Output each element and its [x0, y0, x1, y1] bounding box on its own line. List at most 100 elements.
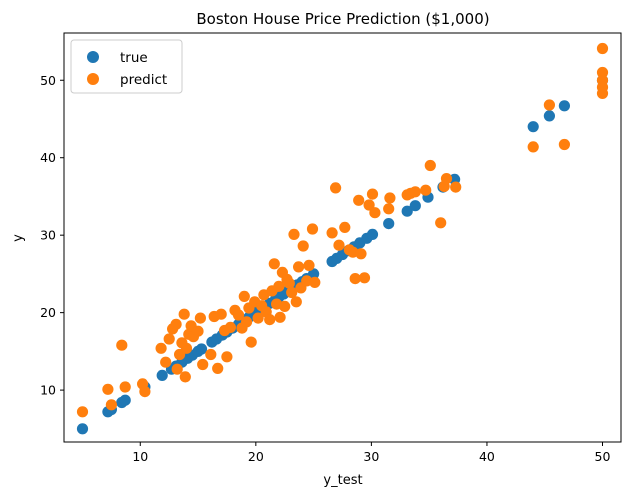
point-predict	[527, 141, 539, 153]
point-predict	[252, 312, 264, 324]
point-true	[76, 423, 89, 435]
point-predict	[139, 386, 151, 398]
point-predict	[273, 280, 285, 292]
point-predict	[238, 290, 250, 302]
point-true	[308, 268, 320, 280]
point-true	[558, 100, 571, 112]
point-predict	[197, 358, 209, 371]
point-predict	[178, 308, 190, 320]
x-axis-label: y_test	[323, 473, 362, 488]
x-tick-label: 40	[479, 449, 495, 464]
y-tick-label: 20	[40, 305, 56, 320]
point-predict	[596, 42, 609, 55]
series-predict	[76, 42, 609, 418]
points-layer	[76, 42, 609, 435]
point-true	[156, 369, 168, 381]
point-predict	[105, 399, 117, 411]
point-predict	[119, 381, 131, 393]
point-true	[527, 121, 539, 133]
point-predict	[279, 300, 291, 312]
point-predict	[163, 333, 175, 345]
point-predict	[155, 342, 167, 354]
point-true	[195, 343, 208, 355]
point-predict	[274, 311, 286, 323]
point-true	[366, 228, 379, 240]
point-true	[409, 200, 421, 212]
point-predict	[330, 182, 342, 194]
point-predict	[290, 296, 302, 308]
x-tick-label: 20	[248, 449, 264, 464]
point-predict	[297, 240, 309, 252]
point-predict	[116, 339, 128, 351]
x-tick-label: 10	[132, 449, 148, 464]
y-tick-label: 50	[40, 73, 56, 88]
point-predict	[440, 173, 453, 185]
point-predict	[383, 203, 395, 215]
legend-marker-predict	[87, 73, 99, 85]
point-predict	[194, 312, 206, 324]
point-predict	[369, 207, 381, 219]
y-tick-label: 40	[40, 150, 56, 165]
point-true	[383, 218, 395, 230]
point-predict	[558, 138, 571, 151]
point-predict	[212, 362, 224, 374]
legend-marker-true	[87, 51, 99, 63]
y-axis-label: y	[11, 234, 26, 242]
point-predict	[180, 342, 193, 354]
x-tick-label: 50	[595, 449, 611, 464]
series-true	[76, 74, 609, 435]
point-predict	[358, 272, 371, 284]
point-predict	[170, 318, 182, 330]
point-predict	[339, 221, 351, 233]
point-predict	[420, 184, 432, 196]
point-predict	[596, 66, 609, 79]
point-predict	[288, 228, 300, 240]
point-predict	[349, 273, 361, 285]
point-true	[119, 394, 131, 406]
point-predict	[424, 159, 436, 172]
point-predict	[221, 351, 233, 363]
point-predict	[232, 309, 245, 321]
point-predict	[353, 194, 365, 206]
chart-title: Boston House Price Prediction ($1,000)	[196, 10, 489, 28]
point-predict	[306, 223, 319, 235]
point-predict	[293, 261, 305, 273]
point-predict	[409, 186, 421, 198]
point-predict	[192, 325, 204, 337]
point-predict	[241, 316, 253, 328]
legend-label-predict: predict	[120, 72, 167, 88]
point-predict	[283, 277, 295, 289]
point-predict	[224, 321, 236, 333]
point-predict	[363, 199, 375, 211]
point-true	[543, 110, 556, 122]
point-predict	[286, 286, 298, 299]
legend: true predict	[70, 39, 183, 94]
x-tick-label: 30	[363, 449, 379, 464]
point-predict	[76, 406, 89, 418]
point-predict	[384, 192, 396, 204]
point-predict	[309, 276, 321, 288]
point-predict	[326, 227, 338, 239]
point-predict	[171, 363, 183, 375]
y-tick-label: 10	[40, 383, 56, 398]
point-predict	[179, 371, 191, 383]
point-predict	[215, 308, 227, 320]
point-predict	[435, 217, 447, 229]
point-predict	[205, 348, 217, 361]
point-predict	[366, 188, 379, 200]
point-predict	[333, 239, 345, 251]
point-predict	[268, 258, 280, 270]
y-tick-label: 30	[40, 228, 56, 243]
point-predict	[264, 314, 276, 326]
point-predict	[102, 383, 114, 395]
plot-frame	[63, 32, 622, 443]
point-predict	[543, 99, 556, 111]
point-predict	[450, 181, 462, 193]
point-true	[401, 205, 413, 217]
ticks-layer: 10 20 30 40 50 10 20 30 40 50	[40, 73, 610, 464]
point-predict	[596, 87, 609, 99]
point-predict	[245, 336, 257, 348]
point-predict	[303, 259, 315, 271]
point-predict	[160, 356, 172, 368]
